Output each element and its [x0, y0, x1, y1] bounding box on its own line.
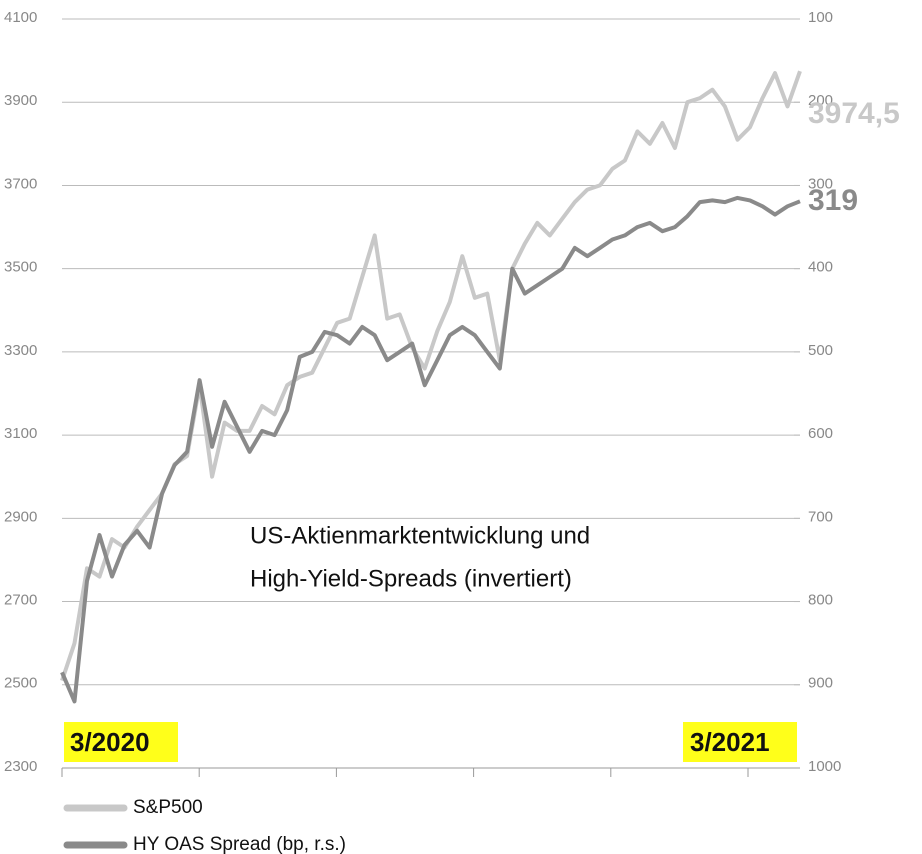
annotation-bg	[683, 722, 797, 762]
y-tick-label: 3500	[4, 259, 37, 276]
y2-tick-label: 500	[808, 342, 833, 359]
y2-tick-label: 300	[808, 175, 833, 192]
y-tick-label: 2300	[4, 758, 37, 775]
annotation-bg	[64, 722, 178, 762]
y-tick-label: 3100	[4, 425, 37, 442]
y2-tick-label: 1000	[808, 758, 841, 775]
y-tick-label: 3300	[4, 342, 37, 359]
y2-tick-label: 200	[808, 92, 833, 109]
y-tick-label: 3700	[4, 175, 37, 192]
legend-label: S&P500	[133, 797, 203, 818]
y2-tick-label: 900	[808, 675, 833, 692]
y-tick-label: 2700	[4, 592, 37, 609]
chart-title-line: US-Aktienmarktentwicklung und	[250, 522, 590, 549]
y2-tick-label: 400	[808, 259, 833, 276]
y2-tick-label: 700	[808, 508, 833, 525]
annotation: 3/2020	[70, 727, 150, 757]
y-tick-label: 2500	[4, 675, 37, 692]
plot: 2300 2500 2700 2900 3100 3300 3500 3700 3900 4100…	[4, 9, 900, 854]
y-tick-label: 2900	[4, 508, 37, 525]
chart-title-line: High-Yield-Spreads (invertiert)	[250, 565, 572, 592]
y2-tick-label: 600	[808, 425, 833, 442]
end-label: 319	[808, 184, 858, 217]
legend-label: HY OAS Spread (bp, r.s.)	[133, 834, 346, 854]
y-tick-label: 3900	[4, 92, 37, 109]
annotation: 3/2021	[690, 727, 770, 757]
series-line	[60, 70, 802, 682]
series-line	[60, 195, 801, 704]
y2-tick-label: 800	[808, 592, 833, 609]
end-label: 3974,5	[808, 97, 900, 130]
y-tick-label: 4100	[4, 9, 37, 26]
y2-tick-label: 100	[808, 9, 833, 26]
